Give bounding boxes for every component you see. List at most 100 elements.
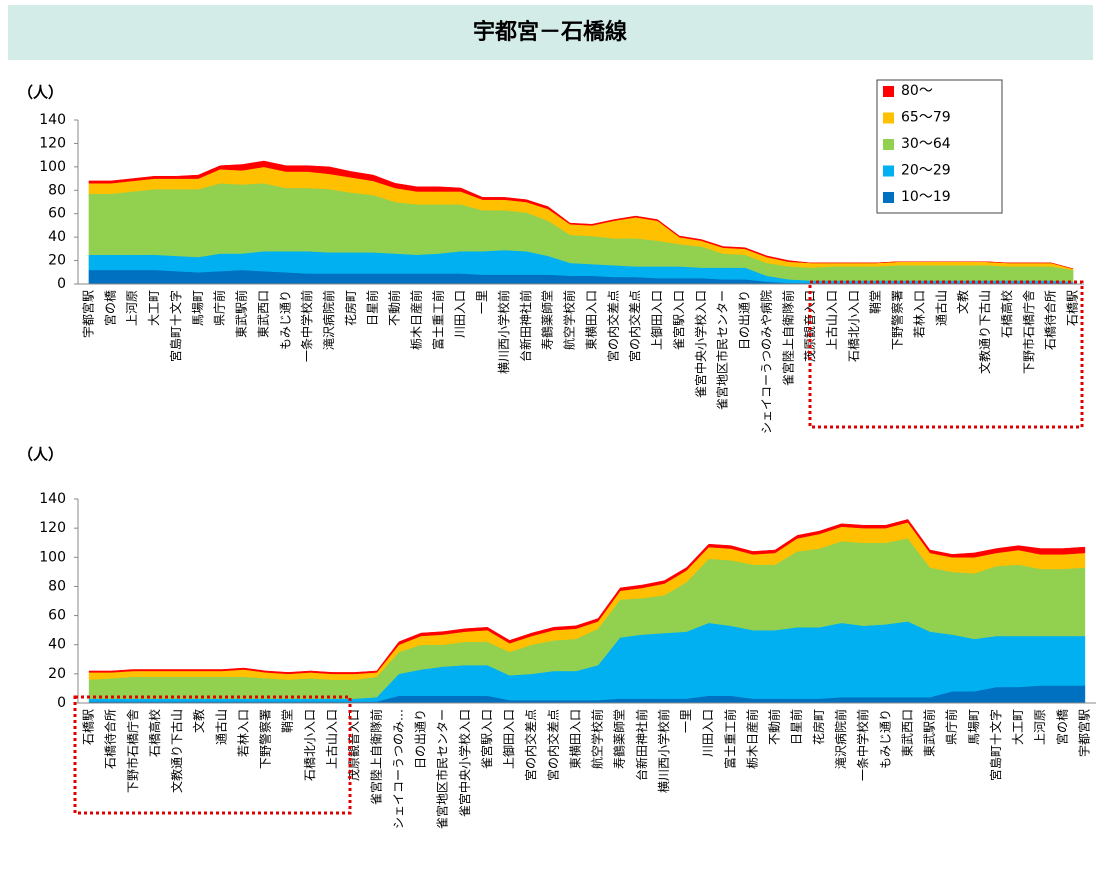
x-tick-label: 川田入口 <box>701 709 715 757</box>
x-tick-label: シェイコーうつのみ… <box>391 709 405 829</box>
x-tick-label: 馬場町 <box>967 709 981 745</box>
x-tick-label: 横川西小学校前 <box>656 709 671 793</box>
x-tick-label: 日星前 <box>365 290 380 326</box>
x-tick-label: 石橋北小入口 <box>303 709 317 781</box>
legend-label: 20～29 <box>901 163 951 179</box>
x-tick-label: 雀宮陸上自衛隊前 <box>368 709 383 805</box>
x-tick-label: 横川西小学校前 <box>496 290 511 374</box>
x-tick-label: 花房町 <box>811 709 826 745</box>
x-tick-label: 富士重工前 <box>430 290 445 350</box>
x-tick-label: 上河原 <box>125 290 139 326</box>
x-tick-label: 雀宮中央小学校入口 <box>457 709 472 817</box>
x-tick-label: 通古山 <box>213 709 228 745</box>
x-tick-label: シェイコーうつのみや病院 <box>758 290 773 434</box>
x-tick-label: 花房町 <box>343 290 358 326</box>
x-tick-label: 栃木日産前 <box>744 709 759 769</box>
x-tick-label: 宮の内交差点 <box>605 290 620 362</box>
x-tick-label: 県庁前 <box>944 709 959 745</box>
x-tick-label: 川田入口 <box>453 290 467 338</box>
y-tick-label: 40 <box>48 229 66 245</box>
x-tick-label: 東横田入口 <box>584 290 598 350</box>
x-tick-label: 宮島町十文字 <box>168 290 183 362</box>
x-tick-label: 下野市石橋庁舎 <box>125 709 140 793</box>
x-tick-label: 下野警察署 <box>258 709 273 769</box>
x-tick-label: 文教通り下古山 <box>169 709 184 793</box>
x-tick-label: 東横田入口 <box>568 709 582 769</box>
x-tick-label: 馬場町 <box>191 290 205 326</box>
x-tick-label: 宇都宮駅 <box>1076 709 1091 757</box>
y-tick-label: 100 <box>39 549 66 565</box>
x-tick-label: 茂原観音入口 <box>346 709 361 781</box>
x-tick-label: 宮島町十文字 <box>988 709 1003 781</box>
x-tick-label: 石橋高校 <box>147 709 162 757</box>
x-tick-label: 雀宮地区市民センター <box>715 290 730 410</box>
x-tick-label: 鞘堂 <box>281 709 295 733</box>
x-tick-label: 上御田入口 <box>649 290 664 350</box>
x-tick-label: 通古山 <box>933 290 948 326</box>
y-tick-label: 60 <box>48 206 66 222</box>
x-tick-label: 一里 <box>475 290 489 314</box>
y-tick-label: 140 <box>39 491 66 507</box>
x-tick-label: 航空学校前 <box>562 290 577 350</box>
x-tick-label: 一条中学校前 <box>855 709 870 781</box>
x-tick-label: 航空学校前 <box>590 709 605 769</box>
x-tick-label: 宮の橋 <box>102 290 117 326</box>
x-tick-label: 鞘堂 <box>869 290 883 314</box>
x-tick-label: 雀宮陸上自衛隊前 <box>780 290 795 386</box>
x-tick-label: 東武西口 <box>900 709 914 757</box>
y-axis-label: （人） <box>18 446 63 464</box>
x-tick-label: 日の出通り <box>738 290 752 350</box>
x-tick-label: 一条中学校前 <box>299 290 314 362</box>
highlight-box <box>808 280 1084 429</box>
y-axis-label: （人） <box>18 84 63 102</box>
x-tick-label: 滝沢病院前 <box>321 290 336 350</box>
x-tick-label: 栃木日産前 <box>408 290 423 350</box>
y-tick-label: 140 <box>39 112 66 128</box>
legend-swatch <box>883 139 894 150</box>
x-tick-label: 不動前 <box>767 709 782 745</box>
y-tick-label: 40 <box>48 637 66 653</box>
legend-swatch <box>883 86 894 97</box>
x-tick-label: 若林入口 <box>236 709 250 757</box>
legend-label: 80～ <box>901 83 933 99</box>
x-tick-label: 宮の橋 <box>1054 709 1069 745</box>
y-tick-label: 80 <box>48 578 66 594</box>
x-tick-label: 雀宮駅入口 <box>671 290 686 350</box>
x-tick-label: 石橋北小入口 <box>847 290 861 362</box>
x-tick-label: 滝沢病院前 <box>833 709 848 769</box>
x-tick-label: 文教通り下古山 <box>977 290 992 374</box>
x-tick-label: 上古山入口 <box>324 709 339 769</box>
title-banner <box>8 5 1093 60</box>
x-tick-label: もみじ通り <box>878 709 892 769</box>
x-tick-label: もみじ通り <box>278 290 292 350</box>
x-tick-label: 大工町 <box>147 290 161 326</box>
x-tick-label: 宮の内交差点 <box>627 290 642 362</box>
highlight-box <box>73 695 352 815</box>
x-tick-label: 東武西口 <box>256 290 270 338</box>
x-tick-label: 一里 <box>679 709 693 733</box>
x-tick-label: 寿鶴薬師堂 <box>612 709 627 769</box>
x-tick-label: 文教 <box>191 709 206 733</box>
x-tick-label: 東武駅前 <box>234 290 249 338</box>
x-tick-label: 宮の内交差点 <box>523 709 538 781</box>
x-tick-label: 不動前 <box>387 290 402 326</box>
x-tick-label: 台新田神社前 <box>518 290 533 362</box>
x-tick-label: 日星前 <box>789 709 804 745</box>
x-tick-label: 上古山入口 <box>824 290 839 350</box>
y-tick-label: 20 <box>48 666 66 682</box>
y-tick-label: 0 <box>57 276 66 292</box>
legend-swatch <box>883 165 894 177</box>
x-tick-label: 石橋待合所 <box>1043 290 1058 350</box>
x-tick-label: 宮の内交差点 <box>545 709 560 781</box>
x-tick-label: 富士重工前 <box>722 709 737 769</box>
y-tick-label: 120 <box>39 135 66 151</box>
x-tick-label: 県庁前 <box>212 290 227 326</box>
x-tick-label: 雀宮地区市民センター <box>435 709 450 829</box>
x-tick-label: 茂原観音入口 <box>802 290 817 362</box>
x-tick-label: 下野市石橋庁舎 <box>1021 290 1036 374</box>
area-segment <box>88 160 1074 270</box>
page-title: 宇都宮－石橋線 <box>473 19 627 45</box>
legend-label: 10～19 <box>901 189 951 205</box>
